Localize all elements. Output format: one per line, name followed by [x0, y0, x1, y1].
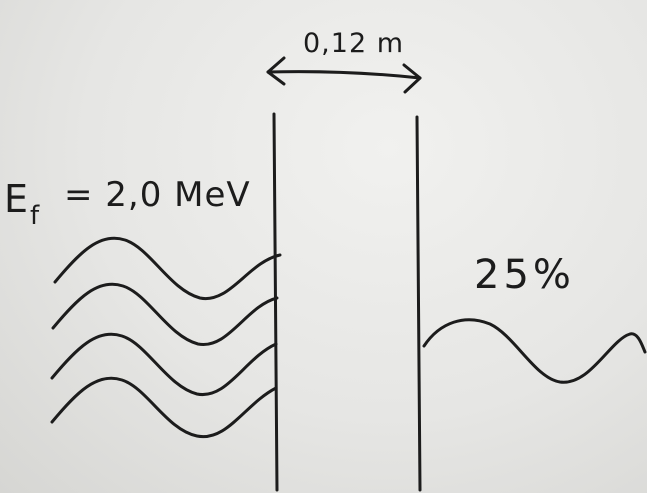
energy-symbol: E [4, 177, 28, 221]
incident-wave-1 [53, 236, 282, 301]
incident-wave-3 [50, 332, 278, 397]
transmission-percent-label: 25% [474, 252, 575, 298]
width-arrow-shaft [266, 70, 422, 80]
incident-wave-4 [50, 376, 278, 439]
energy-value-label: = 2,0 MeV [64, 175, 251, 215]
width-arrow-left-head [266, 56, 286, 86]
barrier-right-wall [415, 115, 422, 492]
energy-subscript: f [30, 201, 40, 231]
width-arrow-right-head [402, 63, 422, 94]
barrier-width-label: 0,12 m [303, 28, 404, 59]
barrier-left-wall [272, 112, 279, 492]
incident-wave-2 [51, 282, 279, 346]
transmitted-wave [422, 318, 647, 384]
